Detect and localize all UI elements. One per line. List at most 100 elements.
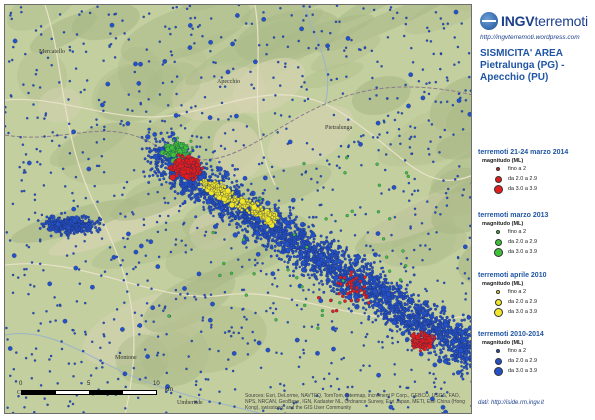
earthquake-marker <box>367 305 371 309</box>
earthquake-marker <box>32 311 35 315</box>
earthquake-marker <box>249 192 253 196</box>
earthquake-marker <box>468 196 471 199</box>
earthquake-marker <box>461 377 465 381</box>
earthquake-marker <box>422 328 426 332</box>
earthquake-marker <box>322 263 326 267</box>
earthquake-marker <box>102 109 105 113</box>
earthquake-marker <box>429 140 432 143</box>
earthquake-marker <box>388 8 392 12</box>
earthquake-marker <box>272 301 275 305</box>
seismicity-map[interactable]: Mercatello Apecchio Montone Pietralunga … <box>4 4 472 414</box>
earthquake-marker <box>199 370 203 374</box>
earthquake-marker <box>305 14 308 17</box>
earthquake-marker <box>471 243 472 245</box>
earthquake-marker <box>203 196 206 200</box>
earthquake-marker <box>376 210 381 214</box>
earthquake-marker <box>345 156 349 160</box>
earthquake-marker <box>22 189 26 193</box>
earthquake-marker <box>143 175 147 178</box>
earthquake-marker <box>33 211 37 215</box>
earthquake-marker <box>183 199 187 203</box>
earthquake-marker <box>356 304 360 308</box>
earthquake-marker <box>100 274 103 277</box>
earthquake-marker <box>198 145 202 148</box>
earthquake-marker <box>219 36 223 39</box>
earthquake-marker <box>195 145 199 149</box>
earthquake-marker <box>362 364 365 367</box>
earthquake-marker <box>287 214 291 218</box>
earthquake-marker <box>317 266 321 270</box>
earthquake-marker <box>444 354 448 358</box>
earthquake-marker <box>331 188 334 191</box>
earthquake-marker <box>427 358 430 361</box>
earthquake-marker <box>102 321 105 325</box>
earthquake-marker <box>273 249 277 253</box>
earthquake-marker <box>155 160 159 164</box>
earthquake-marker <box>65 220 69 224</box>
earthquake-marker <box>161 63 165 66</box>
earthquake-marker <box>266 244 270 248</box>
earthquake-marker <box>252 196 256 200</box>
earthquake-marker <box>294 337 300 343</box>
earthquake-marker <box>326 251 330 255</box>
earthquake-marker <box>383 308 387 312</box>
earthquake-marker <box>256 236 260 240</box>
earthquake-marker <box>144 139 148 143</box>
earthquake-marker <box>239 224 242 228</box>
earthquake-marker <box>235 179 239 183</box>
earthquake-marker <box>172 138 175 142</box>
earthquake-marker <box>306 235 310 239</box>
earthquake-marker <box>45 215 49 219</box>
earthquake-marker <box>120 327 125 332</box>
earthquake-marker <box>445 196 449 200</box>
earthquake-marker <box>154 171 158 175</box>
earthquake-marker <box>9 374 12 378</box>
earthquake-marker <box>368 295 372 299</box>
earthquake-marker <box>334 219 337 223</box>
earthquake-marker <box>202 208 206 211</box>
earthquake-marker <box>265 216 271 223</box>
earthquake-marker <box>337 239 340 243</box>
earthquake-marker <box>198 24 202 27</box>
earthquake-marker <box>259 237 263 241</box>
earthquake-marker <box>84 260 87 263</box>
earthquake-marker <box>464 292 468 295</box>
earthquake-marker <box>348 261 352 265</box>
earthquake-marker <box>435 304 439 308</box>
earthquake-marker <box>194 400 198 404</box>
earthquake-marker <box>457 92 461 96</box>
earthquake-marker <box>147 131 151 134</box>
earthquake-marker <box>446 391 449 394</box>
earthquake-marker <box>407 199 411 202</box>
earthquake-marker <box>468 359 471 362</box>
earthquake-marker <box>312 224 315 228</box>
earthquake-marker <box>164 166 168 170</box>
earthquake-marker <box>456 98 462 103</box>
earthquake-marker <box>393 294 397 298</box>
earthquake-marker <box>142 218 146 221</box>
earthquake-marker <box>205 162 209 166</box>
earthquake-marker <box>333 268 336 271</box>
earthquake-marker <box>77 219 81 223</box>
earthquake-marker <box>411 61 415 64</box>
earthquake-marker <box>223 132 227 135</box>
earthquake-marker <box>173 190 177 194</box>
earthquake-marker <box>124 385 127 389</box>
earthquake-marker <box>308 245 312 248</box>
earthquake-marker <box>468 363 471 367</box>
earthquake-marker <box>181 149 185 153</box>
earthquake-marker <box>333 281 337 285</box>
earthquake-marker <box>334 256 338 260</box>
earthquake-marker <box>351 385 354 389</box>
earthquake-marker <box>19 6 23 9</box>
earthquake-marker <box>245 246 248 249</box>
earthquake-marker <box>447 344 451 348</box>
earthquake-marker <box>194 215 198 219</box>
earthquake-marker <box>417 318 421 322</box>
earthquake-marker <box>312 30 316 34</box>
earthquake-marker <box>118 351 122 355</box>
earthquake-marker <box>156 230 160 234</box>
earthquake-marker <box>163 120 167 123</box>
earthquake-marker <box>432 52 435 56</box>
earthquake-marker <box>295 226 299 230</box>
